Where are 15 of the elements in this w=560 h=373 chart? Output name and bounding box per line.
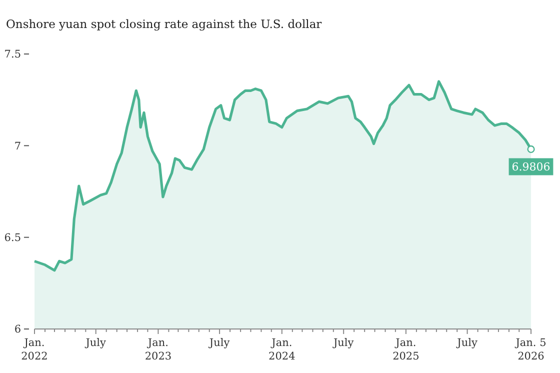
y-tick-label: 7 <box>14 140 21 152</box>
x-tick-label: July <box>208 337 230 349</box>
y-tick-label: 6.5 <box>4 232 21 244</box>
y-tick-label: 6 <box>14 324 22 336</box>
x-tick-label: Jan. 2023 <box>144 337 172 362</box>
x-tick-label: Jan. 2024 <box>268 337 296 362</box>
y-tick-label: 7.5 <box>4 48 21 61</box>
x-tick-label: July <box>84 337 106 349</box>
x-tick-label: Jan. 2025 <box>392 337 420 362</box>
x-tick-label: July <box>332 337 354 349</box>
annotation: 6.9806 <box>512 160 550 174</box>
x-tick-label: Jan. 5 2026 <box>514 337 546 362</box>
chart-title: Onshore yuan spot closing rate against the U.S. dollar <box>6 17 322 31</box>
x-tick-label: Jan. 2022 <box>21 337 48 362</box>
x-tick-label: July <box>456 337 478 349</box>
